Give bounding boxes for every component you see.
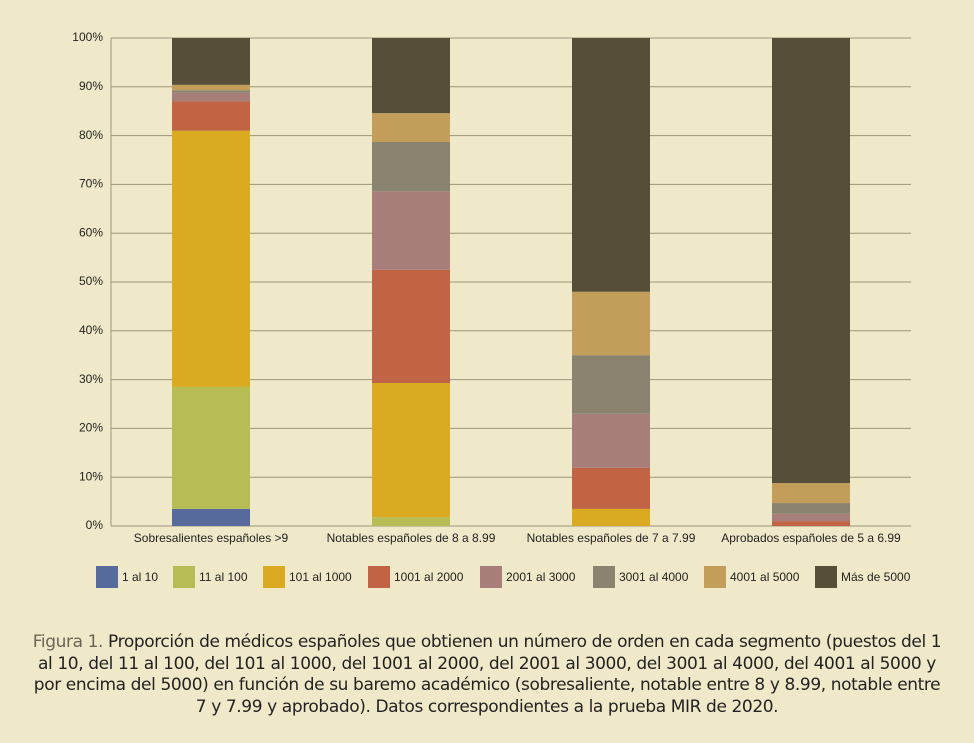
y-tick-label: 100% (72, 30, 103, 44)
legend-label: 2001 al 3000 (506, 570, 576, 584)
bar-segment (572, 291, 650, 356)
x-tick-label: Sobresalientes españoles >9 (134, 531, 289, 545)
bar-segment (372, 141, 450, 192)
chart: 0% 10% 20% 30% 40% 50% 60% 70% 80% 90% 100% Sobresa… (72, 30, 911, 588)
y-tick-label: 10% (79, 469, 103, 483)
bar-segment (172, 90, 250, 93)
bar-segment (572, 467, 650, 509)
legend-swatch (593, 566, 615, 588)
legend-label: 11 al 100 (199, 570, 248, 584)
bar-segment (372, 38, 450, 114)
legend-swatch (263, 566, 285, 588)
bar-segment (772, 513, 850, 522)
caption-label: Figura 1. (32, 632, 104, 652)
y-tick-label: 90% (79, 79, 103, 93)
bar-segment (572, 413, 650, 468)
y-tick-label: 70% (79, 177, 103, 191)
bar-segment (772, 38, 850, 484)
bar-segment (172, 386, 250, 509)
legend-swatch (815, 566, 837, 588)
y-tick-label: 40% (79, 323, 103, 337)
y-tick-label: 60% (79, 225, 103, 239)
bar-segment (372, 269, 450, 384)
x-tick-label: Notables españoles de 8 a 8.99 (327, 531, 496, 545)
bar-segment (772, 503, 850, 514)
bar-segment (372, 191, 450, 270)
bar-segment (372, 383, 450, 518)
legend-label: 1001 al 2000 (394, 570, 464, 584)
bar-segment (172, 101, 250, 131)
x-tick-label: Aprobados españoles de 5 a 6.99 (721, 531, 901, 545)
legend-swatch (480, 566, 502, 588)
x-tick-label: Notables españoles de 7 a 7.99 (527, 531, 696, 545)
legend-label: 1 al 10 (122, 570, 158, 584)
bar-segment (572, 355, 650, 414)
bar-segment (172, 508, 250, 526)
legend-label: 101 al 1000 (289, 570, 352, 584)
legend-label: 4001 al 5000 (730, 570, 800, 584)
legend-swatch (173, 566, 195, 588)
legend-label: 3001 al 4000 (619, 570, 689, 584)
legend-swatch (96, 566, 118, 588)
y-tick-label: 0% (86, 518, 104, 532)
y-tick-label: 50% (79, 274, 103, 288)
legend-swatch (368, 566, 390, 588)
legend-label: Más de 5000 (841, 570, 911, 584)
bar-segment (172, 130, 250, 387)
y-tick-label: 30% (79, 372, 103, 386)
bar-segment (572, 508, 650, 526)
legend-swatch (704, 566, 726, 588)
bar-segment (172, 84, 250, 91)
y-tick-label: 80% (79, 128, 103, 142)
bar-segment (172, 92, 250, 102)
caption-text: Proporción de médicos españoles que obti… (33, 632, 942, 717)
bar-segment (772, 483, 850, 504)
bar-segment (772, 521, 850, 526)
bar-segment (372, 517, 450, 526)
bar-segment (172, 38, 250, 85)
caption: Figura 1. Proporción de médicos españole… (30, 632, 944, 718)
y-tick-label: 20% (79, 421, 103, 435)
bar-segment (572, 38, 650, 292)
bar-segment (372, 113, 450, 142)
